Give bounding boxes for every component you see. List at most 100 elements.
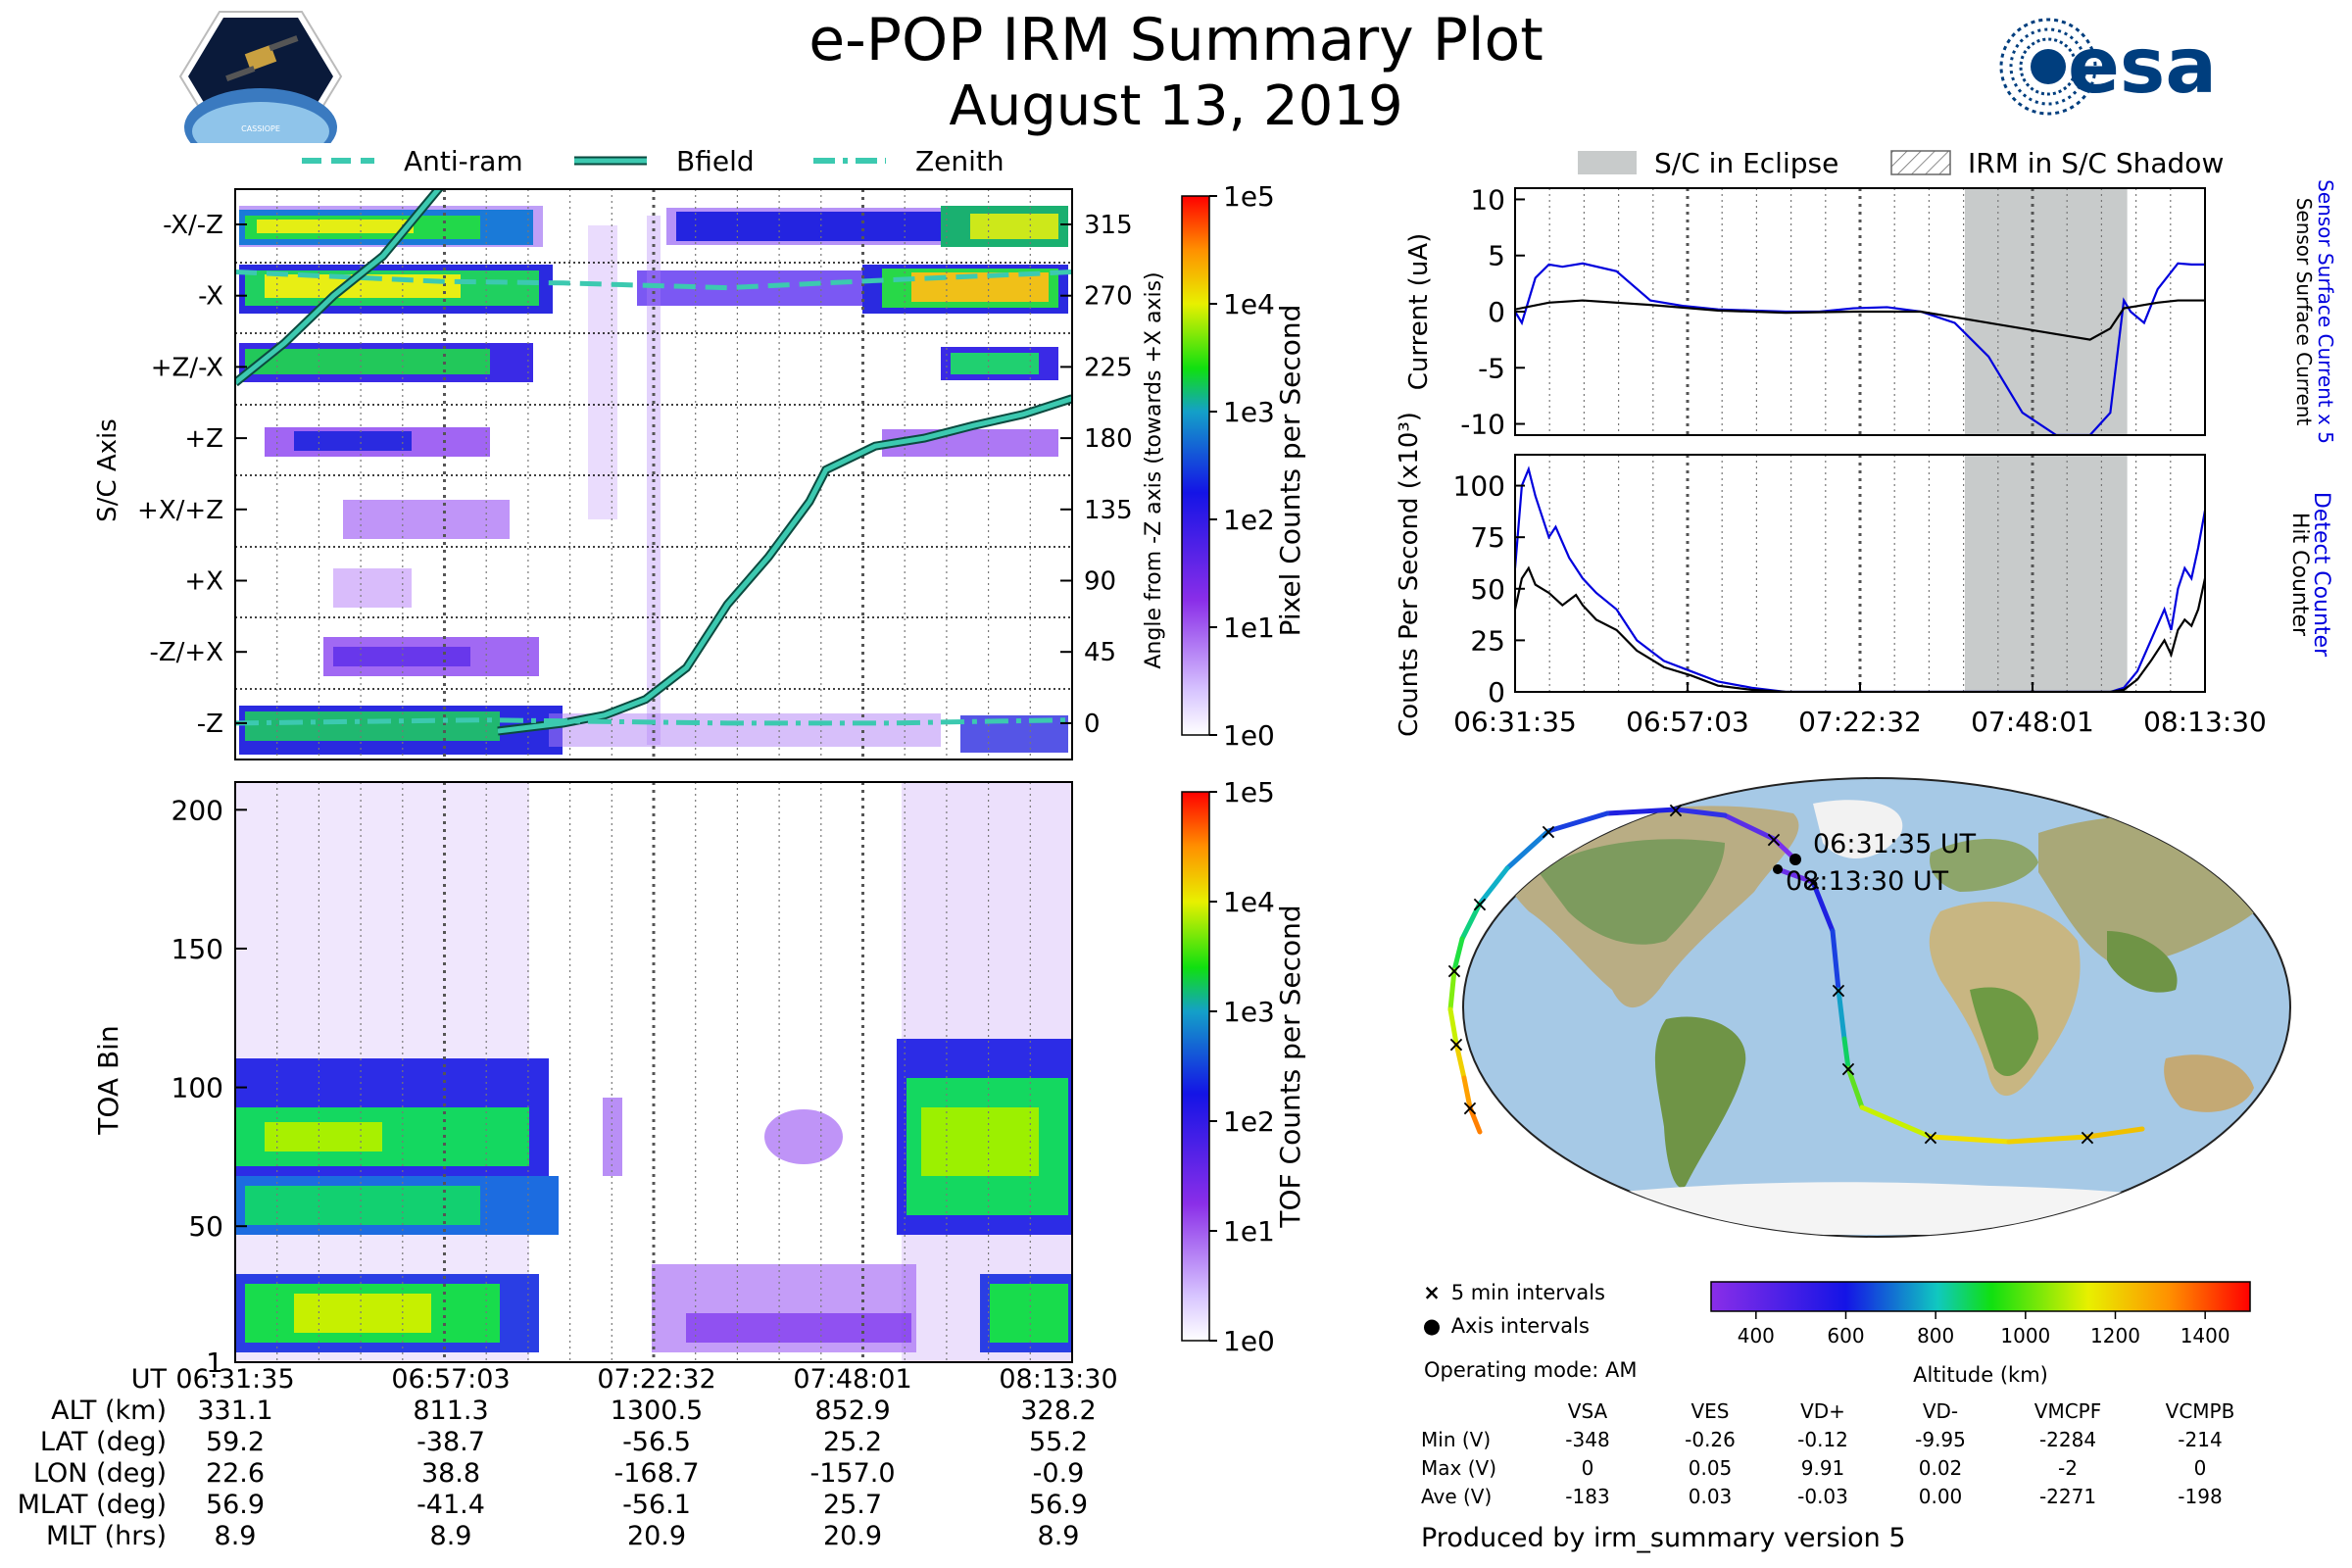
five-min-marker: × — [1667, 799, 1685, 823]
ephemeris-label-lon: LON (deg) — [32, 1458, 167, 1489]
pixel-y-tick-label: -X — [198, 282, 223, 312]
legend-right: S/C in Eclipse IRM in S/C Shadow — [1578, 147, 2224, 179]
stats-cell: -2 — [2058, 1456, 2078, 1480]
pixel-overlay-lines — [235, 189, 1072, 736]
ephemeris-label-ut: UT — [130, 1364, 167, 1395]
ephemeris-label-alt: ALT (km) — [51, 1396, 167, 1426]
ephemeris-cell: 22.6 — [205, 1458, 266, 1489]
ephemeris-cell: 06:57:03 — [391, 1364, 511, 1395]
stats-cell: -0.12 — [1797, 1428, 1848, 1451]
counts-ylabel: Counts Per Second (x10³) — [1395, 412, 1424, 737]
five-min-marker: × — [1922, 1126, 1939, 1151]
ephemeris-cell: 331.1 — [197, 1396, 273, 1426]
ephemeris-cell: -38.7 — [416, 1427, 485, 1457]
line-y-tick-label: 25 — [1470, 624, 1505, 657]
esa-logo-text: esa — [2068, 23, 2217, 111]
stats-cell: 0.03 — [1688, 1485, 1733, 1508]
toa-ylabel: TOA Bin — [92, 1025, 124, 1135]
ephemeris-column: 06:31:35 331.1 59.2 22.6 56.9 8.9 — [137, 1364, 333, 1552]
toa-spectrogram-image — [235, 782, 1072, 1362]
colorbar-tick-label: 1e1 — [1223, 1215, 1275, 1248]
five-min-marker: × — [2079, 1126, 2096, 1151]
counts-right-label-blue: Detect Counter — [2309, 492, 2333, 658]
ephemeris-cell: 25.2 — [822, 1427, 883, 1457]
counts-time-gridlines — [1548, 455, 2172, 692]
stats-header-cell: VCMPB — [2165, 1399, 2235, 1423]
stats-cell: -0.03 — [1797, 1485, 1848, 1508]
counts-x-tick-label: 06:31:35 — [1453, 706, 1577, 738]
pixel-y-tick-label: +X — [184, 567, 223, 597]
ephemeris-label-mlat: MLAT (deg) — [17, 1490, 167, 1520]
ephemeris-label-mlt: MLT (hrs) — [45, 1521, 167, 1551]
line-y-tick-label: 10 — [1470, 183, 1505, 216]
colorbar-tick-label: 1e5 — [1223, 776, 1275, 808]
current-eclipse-region — [1964, 188, 2128, 435]
pixel-colorbar-ticks: 1e5 1e4 1e3 1e2 1e1 1e0 — [1209, 180, 1275, 752]
pixel-series-anti-ram — [235, 269, 1072, 291]
pixel-y-tick-label: -Z — [197, 710, 223, 739]
five-min-marker: × — [1446, 959, 1463, 984]
pixel-series-bfield — [235, 189, 1072, 734]
map-end-label: 08:13:30 UT — [1786, 866, 1949, 897]
map-end-marker — [1773, 864, 1783, 874]
page-subtitle: August 13, 2019 — [949, 74, 1403, 138]
altitude-tick-label: 600 — [1827, 1324, 1864, 1348]
legend-eclipse-swatch — [1578, 151, 1637, 174]
ephemeris-cell: 25.7 — [822, 1490, 883, 1520]
ephemeris-table: UT ALT (km) LAT (deg) LON (deg) MLAT (de… — [0, 1364, 1225, 1568]
colorbar-tick-label: 1e3 — [1223, 996, 1275, 1028]
ephemeris-cell: 56.9 — [205, 1490, 266, 1520]
legend-shadow-swatch — [1890, 150, 1951, 175]
ephemeris-cell: -0.9 — [1032, 1458, 1085, 1489]
pixel-y2-tick-label: 315 — [1084, 211, 1133, 240]
stats-cell: -214 — [2178, 1428, 2223, 1451]
pixel-y-axis: -X/-Z -X +Z/-X +Z +X/+Z +X -Z/+X -Z — [137, 211, 247, 739]
stats-header-cell: VD- — [1922, 1399, 1959, 1423]
ephemeris-cell: 8.9 — [1037, 1521, 1080, 1551]
colorbar-tick-label: 1e2 — [1223, 1105, 1275, 1138]
legend-zenith-label: Zenith — [915, 145, 1004, 177]
line-y-tick-label: 50 — [1470, 573, 1505, 606]
ephemeris-cell: 07:22:32 — [597, 1364, 716, 1395]
pixel-y2-tick-label: 90 — [1084, 567, 1116, 597]
counts-eclipse-region — [1964, 455, 2128, 692]
pixel-y-tick-label: -X/-Z — [163, 211, 223, 240]
colorbar-tick-label: 1e4 — [1223, 288, 1275, 320]
ephemeris-column: 08:13:30 328.2 55.2 -0.9 56.9 8.9 — [960, 1364, 1156, 1552]
counts-y-axis: 0 25 50 75 100 — [1453, 470, 1525, 709]
line-y-tick-label: 0 — [1488, 296, 1505, 328]
ephemeris-cell: 852.9 — [814, 1396, 891, 1426]
dot-icon: ● — [1422, 1314, 1442, 1338]
pixel-series-zenith — [235, 717, 1072, 726]
ephemeris-cell: 1300.5 — [610, 1396, 704, 1426]
pixel-y2-axis: 315 270 225 180 135 90 45 0 — [1060, 211, 1133, 739]
stats-cell: -183 — [1565, 1485, 1610, 1508]
current-lines — [1515, 262, 2205, 435]
line-y-tick-label: -10 — [1460, 409, 1505, 441]
pixel-y2label: Angle from -Z axis (towards +X axis) — [1142, 271, 1166, 668]
stats-cell: 0.05 — [1688, 1456, 1733, 1480]
map-ground-track: × × × × × × × × × × × × — [1446, 799, 2145, 1151]
pixel-y-tick-label: +Z/-X — [151, 353, 223, 382]
cross-icon: × — [1423, 1281, 1441, 1304]
esa-logo: esa — [1989, 12, 2283, 120]
five-min-marker: × — [1461, 1097, 1479, 1121]
stats-cell: -0.26 — [1685, 1428, 1736, 1451]
toa-y-tick-label: 200 — [172, 794, 223, 826]
pixel-y2-tick-label: 135 — [1084, 496, 1133, 525]
toa-y-tick-label: 150 — [172, 933, 223, 965]
ephemeris-label-lat: LAT (deg) — [39, 1427, 167, 1457]
altitude-colorbar-ticks: 400 600 800 1000 1200 1400 — [1738, 1311, 2230, 1348]
ephemeris-cell: -168.7 — [613, 1458, 700, 1489]
stats-cell: Max (V) — [1421, 1456, 1496, 1480]
current-ylabel: Current (uA) — [1404, 233, 1434, 390]
map-start-marker — [1789, 854, 1801, 865]
counts-x-axis: 06:31:35 06:57:03 07:22:32 07:48:01 08:13:30 — [1453, 682, 2267, 738]
ephemeris-cell: 20.9 — [822, 1521, 883, 1551]
ephemeris-cell: -41.4 — [416, 1490, 485, 1520]
footer-produced-by: Produced by irm_summary version 5 — [1421, 1523, 1906, 1553]
ephemeris-cell: -56.1 — [622, 1490, 691, 1520]
map-start-label: 06:31:35 UT — [1813, 829, 1977, 859]
